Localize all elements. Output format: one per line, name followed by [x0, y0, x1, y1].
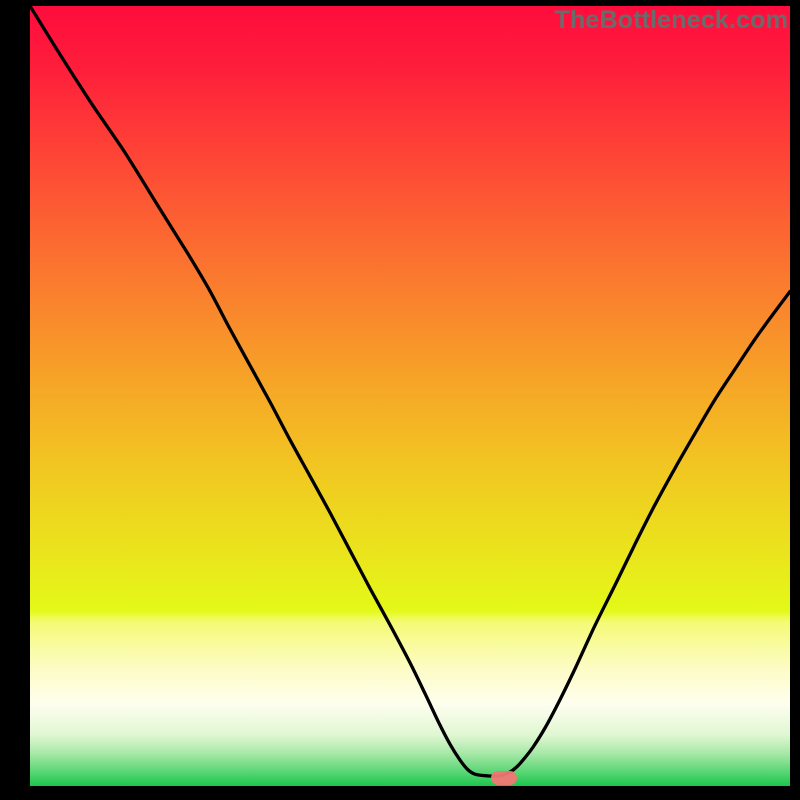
bottleneck-chart — [30, 6, 790, 786]
watermark-text: TheBottleneck.com — [554, 6, 788, 35]
chart-frame: { "canvas": { "width": 800, "height": 80… — [0, 0, 800, 800]
optimal-marker — [491, 771, 517, 785]
